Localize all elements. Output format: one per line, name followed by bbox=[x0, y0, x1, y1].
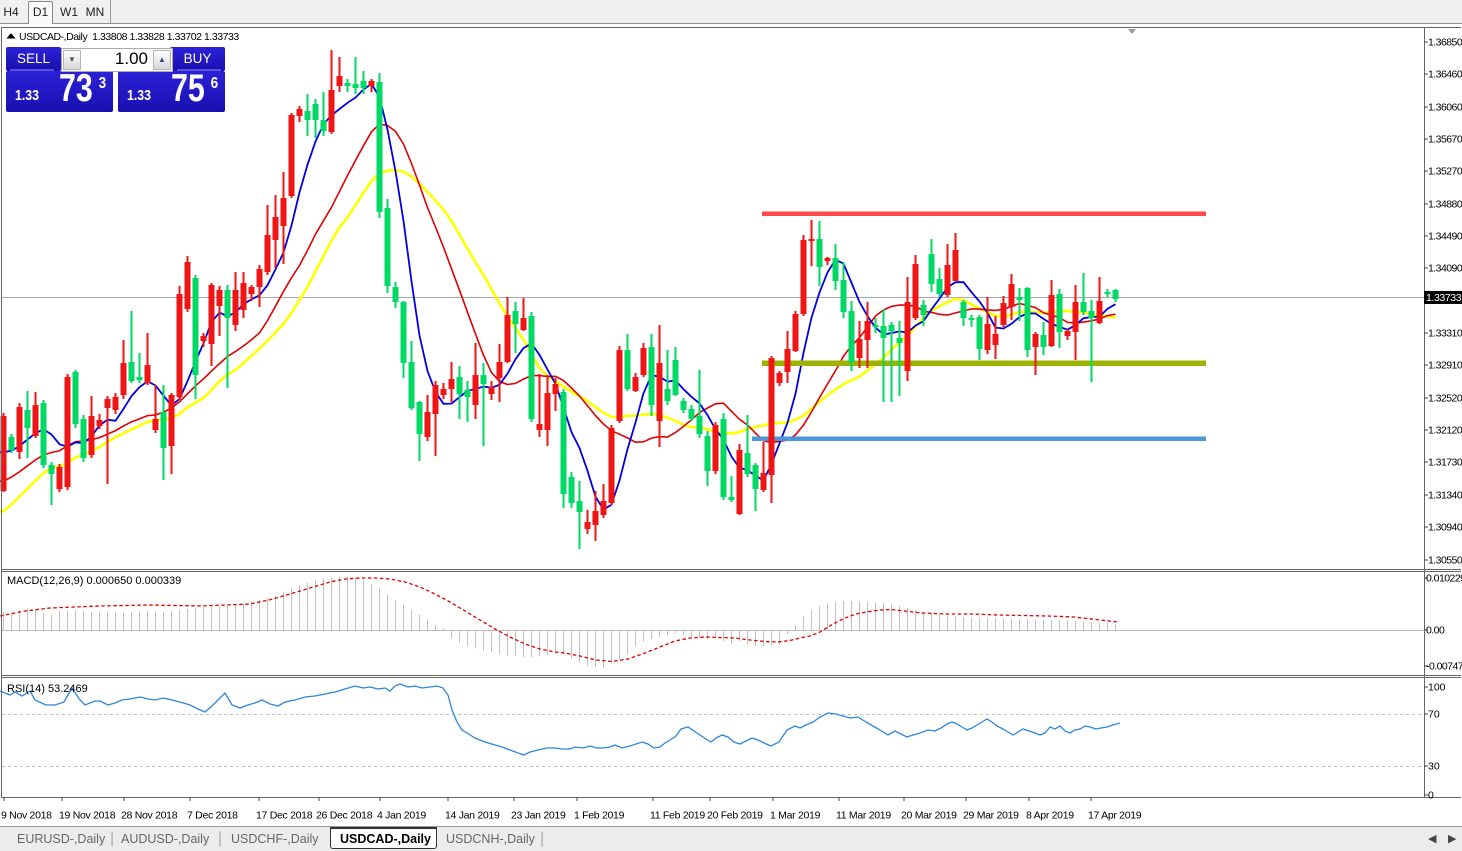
svg-text:1.33310: 1.33310 bbox=[1428, 328, 1462, 340]
svg-text:1.32520: 1.32520 bbox=[1428, 393, 1462, 405]
svg-text:30: 30 bbox=[1428, 761, 1440, 773]
svg-text:4 Jan 2019: 4 Jan 2019 bbox=[377, 810, 426, 822]
svg-text:28 Nov 2018: 28 Nov 2018 bbox=[121, 810, 178, 822]
svg-text:100: 100 bbox=[1428, 682, 1446, 694]
svg-text:USDCAD-,Daily 1.33808 1.33828: USDCAD-,Daily 1.33808 1.33828 1.33702 1.… bbox=[19, 31, 239, 43]
svg-text:RSI(14) 53.2469: RSI(14) 53.2469 bbox=[7, 683, 88, 695]
svg-text:MACD(12,26,9) 0.000650 0.00033: MACD(12,26,9) 0.000650 0.000339 bbox=[7, 575, 181, 587]
svg-text:11 Feb 2019: 11 Feb 2019 bbox=[650, 810, 705, 822]
svg-text:1.36060: 1.36060 bbox=[1428, 102, 1462, 114]
svg-text:1.33733: 1.33733 bbox=[1426, 292, 1462, 304]
svg-text:1.31730: 1.31730 bbox=[1428, 457, 1462, 469]
svg-text:1.35270: 1.35270 bbox=[1428, 166, 1462, 178]
svg-text:0: 0 bbox=[1428, 790, 1434, 802]
svg-text:1 Mar 2019: 1 Mar 2019 bbox=[770, 810, 821, 822]
svg-text:0.010229: 0.010229 bbox=[1426, 573, 1462, 585]
svg-text:1.31340: 1.31340 bbox=[1428, 490, 1462, 502]
svg-text:1.36850: 1.36850 bbox=[1428, 37, 1462, 49]
svg-text:17 Apr 2019: 17 Apr 2019 bbox=[1088, 810, 1142, 822]
svg-text:1.34090: 1.34090 bbox=[1428, 263, 1462, 275]
svg-text:1.34490: 1.34490 bbox=[1428, 231, 1462, 243]
svg-text:11 Mar 2019: 11 Mar 2019 bbox=[836, 810, 891, 822]
svg-text:9 Nov 2018: 9 Nov 2018 bbox=[1, 810, 52, 822]
svg-text:1.34880: 1.34880 bbox=[1428, 199, 1462, 211]
svg-text:1.32910: 1.32910 bbox=[1428, 360, 1462, 372]
svg-text:29 Mar 2019: 29 Mar 2019 bbox=[963, 810, 1019, 822]
svg-text:19 Nov 2018: 19 Nov 2018 bbox=[59, 810, 116, 822]
svg-text:0.00: 0.00 bbox=[1426, 625, 1445, 637]
svg-text:70: 70 bbox=[1428, 709, 1440, 721]
svg-text:17 Dec 2018: 17 Dec 2018 bbox=[256, 810, 313, 822]
svg-text:1.30940: 1.30940 bbox=[1428, 522, 1462, 534]
svg-text:1.32120: 1.32120 bbox=[1428, 425, 1462, 437]
svg-text:1 Feb 2019: 1 Feb 2019 bbox=[574, 810, 625, 822]
svg-text:14 Jan 2019: 14 Jan 2019 bbox=[445, 810, 500, 822]
svg-text:-0.007477: -0.007477 bbox=[1426, 661, 1462, 673]
svg-text:1.30550: 1.30550 bbox=[1428, 555, 1462, 567]
svg-text:7 Dec 2018: 7 Dec 2018 bbox=[187, 810, 238, 822]
svg-text:8 Apr 2019: 8 Apr 2019 bbox=[1026, 810, 1074, 822]
svg-text:20 Mar 2019: 20 Mar 2019 bbox=[901, 810, 957, 822]
svg-text:20 Feb 2019: 20 Feb 2019 bbox=[707, 810, 763, 822]
svg-text:1.35670: 1.35670 bbox=[1428, 134, 1462, 146]
svg-text:23 Jan 2019: 23 Jan 2019 bbox=[511, 810, 566, 822]
svg-text:1.36460: 1.36460 bbox=[1428, 69, 1462, 81]
svg-text:26 Dec 2018: 26 Dec 2018 bbox=[316, 810, 373, 822]
